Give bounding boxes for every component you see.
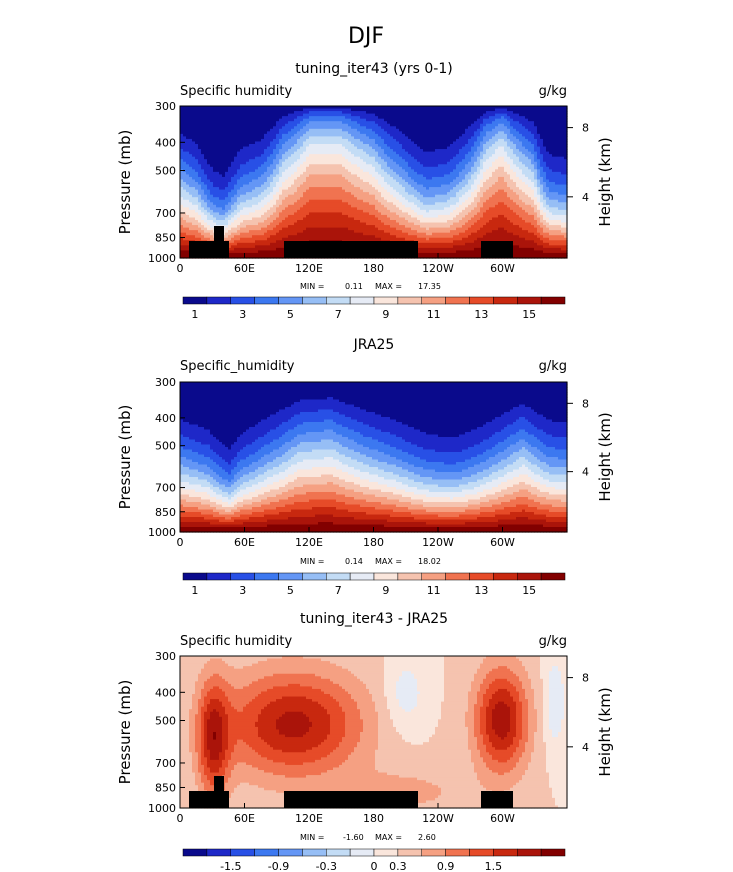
panel-1: tuning_iter43 (yrs 0-1) Specific humidit… — [116, 61, 614, 321]
panel-1-title: tuning_iter43 (yrs 0-1) — [295, 61, 452, 77]
panel-1-left-label: Specific humidity — [180, 84, 292, 99]
panel-1-field — [180, 106, 568, 259]
panel-1-units: g/kg — [539, 84, 567, 99]
page-title: DJF — [348, 24, 384, 49]
figure-canvas: DJF tuning_iter43 (yrs 0-1) Specific hum… — [0, 0, 733, 872]
